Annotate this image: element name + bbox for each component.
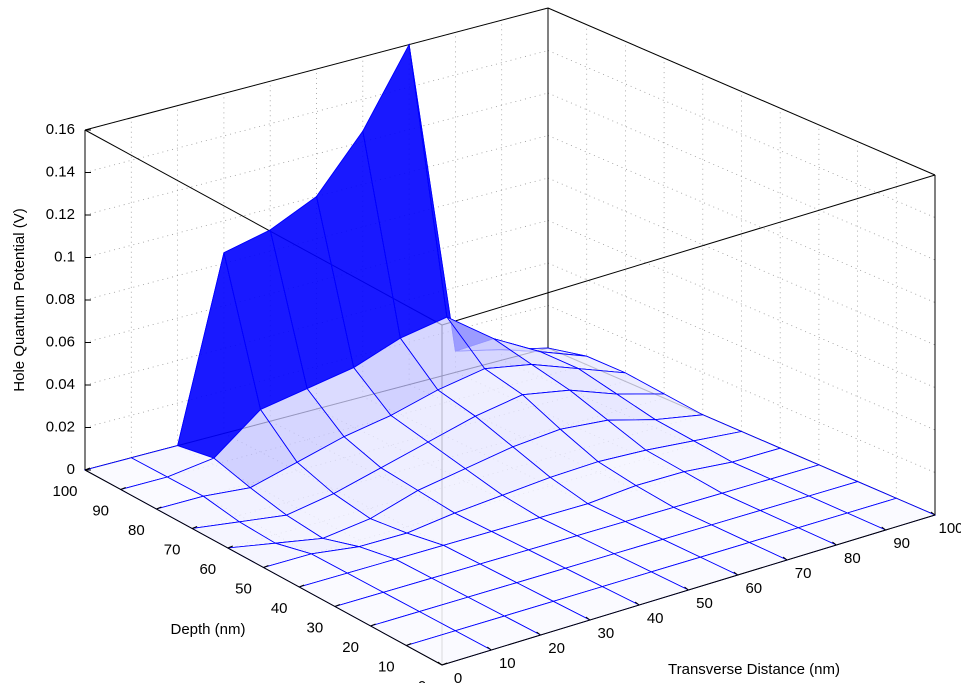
- x-tick: [437, 661, 443, 666]
- x-tick: [536, 631, 541, 636]
- z-tick-label: 0.08: [46, 291, 75, 308]
- z-tick-label: 0.04: [46, 376, 75, 393]
- y-tick: [263, 565, 269, 568]
- x-tick-label: 10: [499, 655, 516, 672]
- x-tick-label: 20: [548, 640, 565, 657]
- y-tick-label: 0: [418, 678, 426, 683]
- x-tick-label: 80: [844, 550, 861, 567]
- z-tick-label: 0.1: [54, 248, 75, 265]
- z-tick-label: 0: [67, 461, 75, 478]
- grid-line: [547, 135, 936, 303]
- x-tick-label: 40: [647, 610, 664, 627]
- y-tick: [406, 643, 412, 646]
- z-tick-label: 0.16: [46, 121, 75, 138]
- x-tick-label: 30: [598, 625, 615, 642]
- y-tick-label: 60: [199, 561, 216, 578]
- z-tick-label: 0.06: [46, 333, 75, 350]
- grid-line: [547, 177, 936, 346]
- x-tick-label: 0: [454, 670, 462, 683]
- y-tick: [191, 526, 198, 529]
- x-tick: [733, 571, 739, 576]
- y-tick: [370, 623, 376, 627]
- x-tick-label: 50: [696, 595, 713, 612]
- grid-line: [547, 92, 936, 261]
- y-tick: [299, 584, 305, 588]
- y-tick-label: 30: [307, 619, 324, 636]
- y-tick: [334, 604, 341, 607]
- box-edge: [547, 7, 936, 176]
- y-axis-label: Depth (nm): [170, 621, 245, 638]
- y-tick-label: 40: [271, 600, 288, 617]
- y-tick: [84, 467, 91, 471]
- x-tick-label: 60: [745, 580, 762, 597]
- y-tick-label: 50: [235, 580, 252, 597]
- grid-line: [547, 262, 936, 431]
- x-tick-label: 90: [893, 535, 910, 552]
- y-tick-label: 70: [164, 541, 181, 558]
- y-tick-label: 100: [52, 483, 77, 500]
- x-tick: [832, 541, 837, 546]
- grid-line: [547, 220, 936, 388]
- x-tick: [881, 526, 887, 531]
- x-tick: [930, 511, 936, 516]
- x-tick-label: 100: [938, 520, 961, 537]
- z-tick-label: 0.02: [46, 418, 75, 435]
- grid-line: [547, 305, 936, 473]
- x-tick: [585, 616, 591, 621]
- y-tick: [156, 506, 162, 510]
- z-axis-label: Hole Quantum Potential (V): [11, 208, 28, 391]
- grid-line: [547, 50, 936, 218]
- y-tick-label: 80: [128, 522, 145, 539]
- x-axis-label: Transverse Distance (nm): [668, 661, 840, 678]
- y-tick-label: 10: [378, 658, 395, 675]
- y-tick: [441, 662, 448, 666]
- y-tick: [227, 545, 233, 549]
- x-tick: [486, 646, 492, 651]
- x-tick: [634, 601, 640, 606]
- y-tick-label: 90: [92, 502, 109, 519]
- x-tick-label: 70: [795, 565, 812, 582]
- box-edge: [84, 7, 549, 131]
- x-tick: [782, 556, 788, 561]
- y-tick-label: 20: [342, 639, 359, 656]
- z-tick-label: 0.14: [46, 163, 75, 180]
- z-tick-label: 0.12: [46, 206, 75, 223]
- y-tick: [120, 487, 126, 490]
- box-edge: [441, 174, 936, 326]
- x-tick: [684, 586, 689, 591]
